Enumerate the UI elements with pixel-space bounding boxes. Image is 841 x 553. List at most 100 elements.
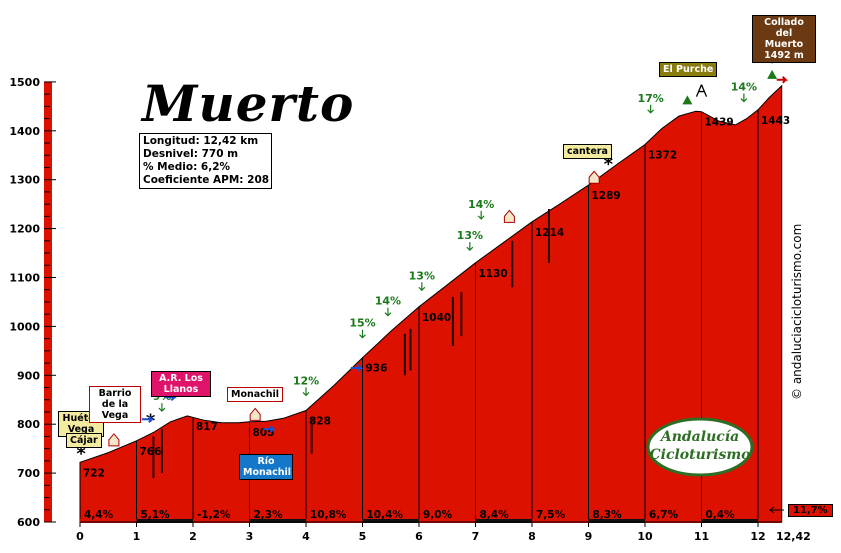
x-tick-label: 12 xyxy=(750,530,765,543)
place-tag-rio-monachil: Río Monachil xyxy=(239,454,293,480)
km-slope-label: 10,4% xyxy=(367,509,404,521)
km-altitude-label: 766 xyxy=(140,446,162,458)
logo-ellipse xyxy=(646,417,754,477)
tree-icon xyxy=(767,69,778,79)
y-tick-label: 1500 xyxy=(9,76,40,89)
x-tick-label: 2 xyxy=(189,530,197,543)
place-tag-cajar: Cájar xyxy=(66,433,102,448)
km-slope-label: 8,4% xyxy=(480,509,510,521)
km-slope-label: 4,4% xyxy=(84,509,114,521)
peak-slope-arrow xyxy=(740,93,748,103)
km-slope-label: 7,5% xyxy=(536,509,566,521)
junction-star-icon: * xyxy=(76,443,86,464)
peak-slope-label: 14% xyxy=(731,81,757,94)
km-slope-label: 10,8% xyxy=(310,509,347,521)
route-info-box: Longitud: 12,42 km Desnivel: 770 m % Med… xyxy=(139,133,272,189)
y-tick-label: 600 xyxy=(17,516,40,529)
peak-slope-arrow xyxy=(647,104,655,114)
km-slope-label: 2,3% xyxy=(254,509,284,521)
house-icon xyxy=(588,170,600,184)
x-tick-label: 1 xyxy=(133,530,141,543)
peak-slope-label: 14% xyxy=(375,295,401,308)
x-tick-label: 8 xyxy=(528,530,536,543)
info-elevation-gain: Desnivel: 770 m xyxy=(143,148,239,160)
km-slope-label: 9,0% xyxy=(423,509,453,521)
summit-arrow-icon xyxy=(776,76,789,84)
peak-slope-arrow xyxy=(158,403,166,412)
info-apm-coefficient: Coeficiente APM: 208 xyxy=(143,174,270,186)
place-tag-el-purche: El Purche xyxy=(659,62,718,77)
y-tick-label: 1200 xyxy=(9,223,40,236)
km-bar-segment xyxy=(532,519,589,523)
house-icon xyxy=(503,209,515,223)
km-bar-segment xyxy=(419,519,476,523)
km-altitude-label: 828 xyxy=(309,416,331,428)
max-slope-badge: 11,7% xyxy=(788,504,833,517)
y-tick-label: 900 xyxy=(17,369,40,382)
km-bar-segment xyxy=(193,519,250,523)
km-bar-segment xyxy=(645,519,702,523)
place-tag-los-llanos: A.R. Los Llanos xyxy=(151,371,211,397)
y-tick-label: 1300 xyxy=(9,174,40,187)
km-bar-segment xyxy=(136,519,193,523)
junction-star-icon: * xyxy=(604,154,614,175)
y-tick-label: 1400 xyxy=(9,125,40,138)
x-tick-label: 0 xyxy=(76,530,84,543)
km-altitude-label: 1439 xyxy=(705,117,734,129)
info-average-slope: % Medio: 6,2% xyxy=(143,161,231,173)
peak-slope-arrow xyxy=(477,210,485,220)
page-title: Muerto xyxy=(142,74,355,133)
km-altitude-label: 936 xyxy=(366,363,388,375)
y-tick-label: 800 xyxy=(17,418,40,431)
peak-slope-label: 12% xyxy=(293,374,319,387)
km-slope-label: 8,3% xyxy=(593,509,623,521)
km-end-label: 12,42 xyxy=(776,530,811,543)
km-altitude-label: 1443 xyxy=(761,115,790,127)
km-slope-label: 6,7% xyxy=(649,509,679,521)
logo-line-2: Cicloturismo xyxy=(649,447,750,463)
x-tick-label: 4 xyxy=(302,530,310,543)
peak-slope-arrow xyxy=(466,242,474,252)
km-altitude-label: 722 xyxy=(83,467,105,479)
max-slope-arrow-icon xyxy=(769,506,784,514)
km-slope-label: -1,2% xyxy=(197,509,231,521)
peak-slope-label: 13% xyxy=(457,229,483,242)
info-length: Longitud: 12,42 km xyxy=(143,135,259,147)
km-slope-label: 5,1% xyxy=(141,509,171,521)
km-bar-segment xyxy=(758,519,782,523)
direction-arrow-icon xyxy=(141,415,155,424)
place-tag-monachil: Monachil xyxy=(227,387,284,402)
x-tick-label: 9 xyxy=(585,530,593,543)
km-bar-segment xyxy=(588,519,645,523)
peak-slope-label: 13% xyxy=(409,269,435,282)
y-tick-label: 700 xyxy=(17,467,40,480)
km-bar-segment xyxy=(249,519,306,523)
antenna-icon xyxy=(695,84,708,97)
km-altitude-label: 817 xyxy=(196,421,218,433)
direction-arrow-icon xyxy=(263,425,276,433)
peak-slope-arrow xyxy=(302,387,310,397)
direction-arrow-icon xyxy=(350,364,364,372)
y-tick-label: 1100 xyxy=(9,272,40,285)
profile-area xyxy=(79,84,783,523)
place-tag-barrio-de-la-vega: Barrio de la Vega xyxy=(89,386,141,423)
peak-slope-label: 15% xyxy=(349,317,375,330)
house-icon xyxy=(249,407,261,421)
x-tick-label: 5 xyxy=(359,530,367,543)
km-bar-segment xyxy=(362,519,419,523)
peak-slope-label: 14% xyxy=(468,198,494,211)
summit-tag: Collado del Muerto 1492 m xyxy=(752,15,816,63)
peak-slope-arrow xyxy=(384,307,392,317)
x-tick-label: 10 xyxy=(637,530,653,543)
peak-slope-label: 17% xyxy=(637,92,663,105)
x-tick-label: 3 xyxy=(246,530,254,543)
y-tick-label: 1000 xyxy=(9,320,40,333)
x-tick-label: 6 xyxy=(415,530,423,543)
house-icon xyxy=(108,433,120,447)
place-tag-cantera: cantera xyxy=(563,144,612,159)
km-bar-segment xyxy=(475,519,532,523)
peak-slope-arrow xyxy=(418,282,426,292)
place-tag-huetor-vega: Huétor Vega xyxy=(58,411,104,437)
km-bar-segment xyxy=(80,519,137,523)
site-credit: © andaluciacicloturismo.com xyxy=(790,223,804,400)
